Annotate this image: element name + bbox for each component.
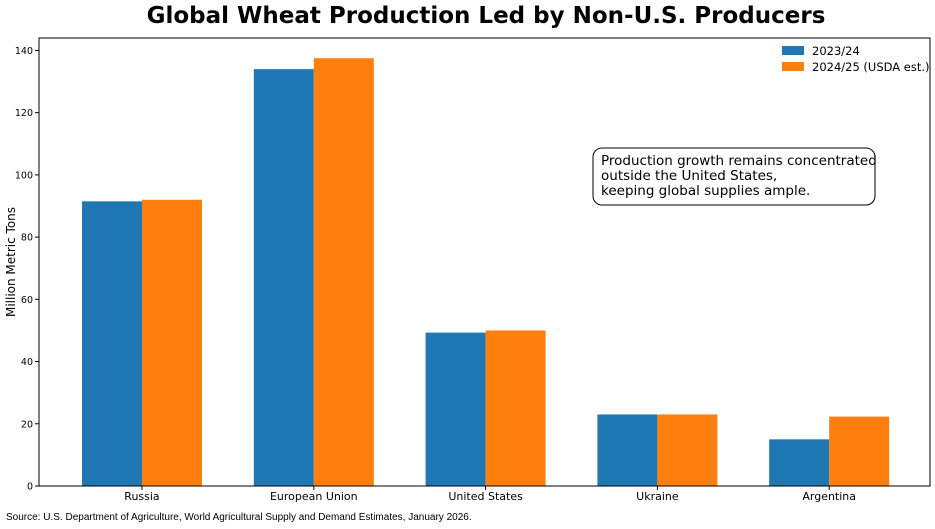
y-tick-label-100: 100: [15, 170, 33, 181]
y-tick-label-120: 120: [15, 108, 33, 119]
bar-european-union-2023-24: [253, 69, 314, 486]
annotation-line-1: Production growth remains concentrated: [601, 153, 877, 169]
bar-russia-2024-25-usda-est: [142, 199, 202, 486]
y-tick-label-140: 140: [15, 46, 33, 57]
bar-russia-2023-24: [82, 201, 142, 487]
y-tick-label-60: 60: [21, 295, 33, 306]
annotation-line-2: outside the United States,: [601, 168, 777, 184]
legend-label-2024-25: 2024/25 (USDA est.): [812, 60, 930, 74]
bar-united-states-2023-24: [425, 332, 486, 486]
bar-argentina-2024-25-usda-est: [829, 416, 890, 486]
x-tick-label-european-union: European Union: [270, 490, 358, 503]
legend-swatch-2023-24: [782, 46, 804, 55]
y-tick-label-20: 20: [21, 419, 33, 430]
plot-frame: [38, 37, 931, 487]
legend-label-2023-24: 2023/24: [812, 44, 860, 58]
x-tick-label-ukraine: Ukraine: [636, 490, 679, 503]
x-tick-label-russia: Russia: [124, 490, 159, 503]
x-tick-label-argentina: Argentina: [802, 490, 856, 503]
annotation-box: Production growth remains concentrated o…: [592, 147, 877, 206]
chart-title: Global Wheat Production Led by Non-U.S. …: [147, 3, 826, 29]
bar-ukraine-2023-24: [597, 414, 658, 486]
y-axis-label: Million Metric Tons: [4, 207, 18, 317]
legend: 2023/24 2024/25 (USDA est.): [782, 44, 930, 74]
y-axis-ticks: 0 20 40 60 80 100 120 140: [15, 46, 39, 493]
bar-european-union-2024-25-usda-est: [313, 58, 374, 486]
y-tick-label-40: 40: [21, 357, 33, 368]
y-tick-label-0: 0: [27, 482, 33, 493]
bar-argentina-2023-24: [769, 439, 830, 486]
x-tick-label-united-states: United States: [448, 490, 523, 503]
bars: [82, 58, 890, 487]
legend-swatch-2024-25: [782, 62, 804, 71]
bar-ukraine-2024-25-usda-est: [657, 414, 718, 486]
x-axis-ticks: Russia European Union United States Ukraine…: [124, 486, 856, 503]
annotation-line-3: keeping global supplies ample.: [601, 183, 810, 199]
source-note: Source: U.S. Department of Agriculture, …: [6, 512, 472, 523]
bar-united-states-2024-25-usda-est: [485, 330, 546, 486]
y-tick-label-80: 80: [21, 233, 33, 244]
